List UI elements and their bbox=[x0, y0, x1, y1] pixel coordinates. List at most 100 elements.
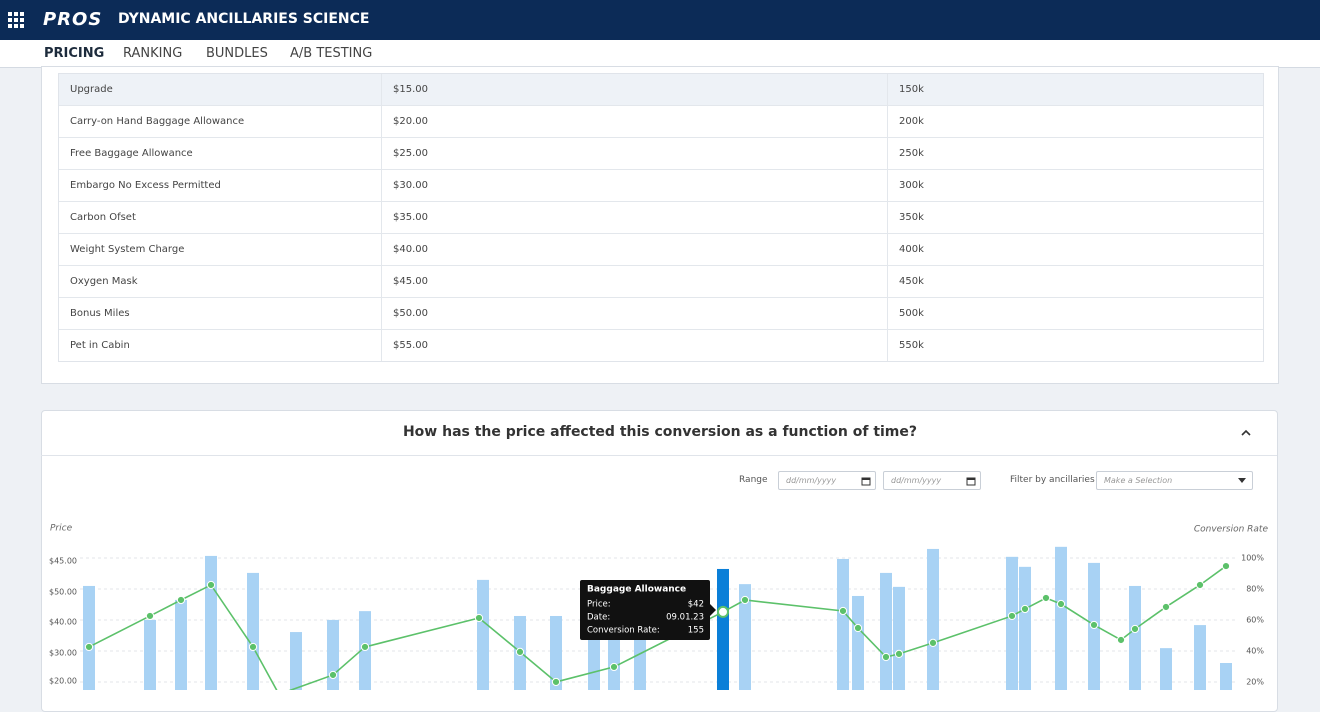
select[interactable]: Make a Selection bbox=[1096, 471, 1253, 490]
line-point bbox=[515, 647, 525, 656]
dropdown-arrow bbox=[1238, 478, 1246, 483]
table-cell: $30.00 bbox=[381, 170, 887, 201]
table-row[interactable]: Bonus Miles $50.00 500k bbox=[59, 298, 1263, 330]
bar bbox=[1055, 546, 1067, 690]
bar bbox=[1220, 663, 1232, 690]
line-point bbox=[1089, 620, 1099, 630]
panel-header bbox=[41, 410, 1277, 456]
line-point bbox=[1116, 635, 1126, 645]
table-cell: Weight System Charge bbox=[70, 244, 185, 255]
y-tick-label: $40.00 bbox=[49, 618, 77, 627]
tooltip: Baggage Allowance Price: $42 Date: 09.01.23 C… bbox=[580, 580, 716, 640]
line-point bbox=[474, 613, 484, 623]
y2-tick-label: 80% bbox=[1246, 584, 1264, 593]
line-point bbox=[1041, 593, 1051, 603]
line-point bbox=[360, 642, 370, 652]
tooltip-value: 09.01.23 bbox=[666, 613, 704, 623]
y2-tick-label: 20% bbox=[1246, 677, 1264, 686]
table-cell: Carry-on Hand Baggage Allowance bbox=[70, 116, 245, 127]
table-row[interactable]: Embargo No Excess Permitted $30.00 300k bbox=[59, 170, 1263, 202]
bar bbox=[717, 568, 729, 690]
y2-tick-label: 40% bbox=[1246, 646, 1264, 655]
table-cell: Carbon Ofset bbox=[70, 212, 136, 223]
apps-icon[interactable] bbox=[8, 12, 26, 30]
date-input[interactable]: dd/mm/yyyy bbox=[883, 471, 981, 490]
table-row[interactable]: Carbon Ofset $35.00 350k bbox=[59, 202, 1263, 234]
chart: Price Conversion Rate 100% 80% 60% 40% 20% $4… bbox=[49, 524, 1268, 690]
tooltip-value: 155 bbox=[688, 626, 704, 636]
line-point bbox=[84, 642, 94, 652]
table-row[interactable]: Weight System Charge $40.00 400k bbox=[59, 234, 1263, 266]
table-cell: Upgrade bbox=[70, 84, 113, 95]
table-row[interactable]: Pet in Cabin $55.00 550k bbox=[59, 330, 1263, 361]
line-point bbox=[206, 580, 216, 590]
line-point bbox=[740, 595, 750, 605]
bar bbox=[852, 595, 864, 690]
table-row[interactable]: Free Baggage Allowance $25.00 250k bbox=[59, 138, 1263, 170]
table-card bbox=[41, 66, 1279, 384]
nav-tab[interactable]: RANKING bbox=[123, 46, 183, 61]
date-input[interactable]: dd/mm/yyyy bbox=[778, 471, 876, 490]
tooltip-title: Baggage Allowance bbox=[587, 585, 686, 595]
line-point bbox=[928, 638, 938, 648]
line-point bbox=[1130, 624, 1140, 634]
panel-title: How has the price affected this conversi… bbox=[402, 424, 918, 440]
collapse-button[interactable] bbox=[1240, 428, 1252, 438]
line-point bbox=[894, 649, 904, 659]
table-cell: 150k bbox=[887, 74, 1263, 105]
line-point bbox=[609, 662, 619, 672]
placeholder: Make a Selection bbox=[1104, 476, 1173, 485]
table-row[interactable]: Upgrade $15.00 150k bbox=[59, 74, 1263, 106]
table-cell: $50.00 bbox=[381, 298, 887, 329]
tooltip-key: Date: bbox=[587, 613, 610, 623]
line-point bbox=[838, 606, 848, 616]
line-point bbox=[1056, 599, 1066, 609]
bar bbox=[550, 615, 562, 690]
table-cell: 200k bbox=[887, 106, 1263, 137]
table-cell: 550k bbox=[887, 330, 1263, 361]
y-tick-label: $20.00 bbox=[49, 677, 77, 686]
logo[interactable]: PROS bbox=[43, 9, 103, 30]
line-point bbox=[717, 605, 729, 618]
table-cell: Free Baggage Allowance bbox=[70, 148, 193, 159]
table-row[interactable]: Oxygen Mask $45.00 450k bbox=[59, 266, 1263, 298]
nav-tab[interactable]: A/B TESTING bbox=[290, 46, 373, 61]
y-axis-title: Price bbox=[50, 524, 73, 534]
table-cell: 500k bbox=[887, 298, 1263, 329]
bar bbox=[893, 586, 905, 690]
line-point bbox=[853, 623, 863, 633]
nav-tab[interactable]: PRICING bbox=[44, 46, 105, 61]
y2-tick-label: 60% bbox=[1246, 615, 1264, 624]
y2-tick-label: 100% bbox=[1241, 554, 1264, 563]
bar bbox=[175, 599, 187, 690]
nav-tab[interactable]: BUNDLES bbox=[206, 46, 268, 61]
bar bbox=[739, 584, 751, 690]
line-point bbox=[328, 670, 338, 680]
table-cell: 250k bbox=[887, 138, 1263, 169]
table-cell: 350k bbox=[887, 202, 1263, 233]
tooltip-key: Conversion Rate: bbox=[587, 626, 660, 636]
tooltip-box bbox=[580, 580, 710, 640]
bar bbox=[1129, 585, 1141, 690]
table-cell: 450k bbox=[887, 266, 1263, 297]
calendar-icon bbox=[861, 477, 871, 486]
y-tick-label: $30.00 bbox=[49, 649, 77, 658]
plot-area bbox=[83, 546, 1232, 690]
line-point bbox=[145, 611, 155, 621]
bar bbox=[327, 619, 339, 690]
tooltip-value: $42 bbox=[688, 600, 704, 610]
line-point bbox=[551, 677, 561, 687]
line-point bbox=[881, 652, 891, 662]
table-cell: Oxygen Mask bbox=[70, 276, 138, 287]
table: Upgrade $15.00 150k Carry-on Hand Baggage A… bbox=[58, 73, 1264, 362]
table-cell: $40.00 bbox=[381, 234, 887, 265]
table-row[interactable]: Carry-on Hand Baggage Allowance $20.00 200… bbox=[59, 106, 1263, 138]
line-point bbox=[1007, 611, 1017, 621]
table-cell: 400k bbox=[887, 234, 1263, 265]
table-cell: $15.00 bbox=[381, 74, 887, 105]
table-cell: $35.00 bbox=[381, 202, 887, 233]
bar bbox=[927, 548, 939, 690]
range-label: Range bbox=[739, 475, 768, 485]
bar bbox=[247, 572, 259, 690]
